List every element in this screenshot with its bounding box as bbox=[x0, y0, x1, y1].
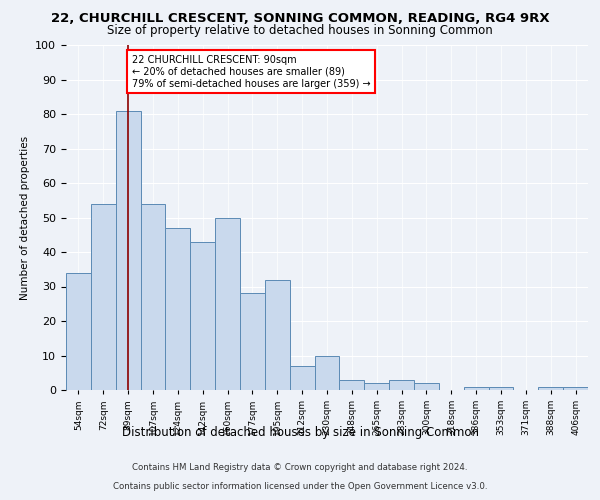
Bar bbox=[340, 380, 364, 390]
Bar bbox=[91, 204, 116, 390]
Bar bbox=[538, 386, 563, 390]
Bar bbox=[464, 386, 488, 390]
Text: Contains public sector information licensed under the Open Government Licence v3: Contains public sector information licen… bbox=[113, 482, 487, 491]
Bar bbox=[215, 218, 240, 390]
Bar bbox=[364, 383, 389, 390]
Bar bbox=[563, 386, 588, 390]
Text: 22, CHURCHILL CRESCENT, SONNING COMMON, READING, RG4 9RX: 22, CHURCHILL CRESCENT, SONNING COMMON, … bbox=[50, 12, 550, 26]
Text: Contains HM Land Registry data © Crown copyright and database right 2024.: Contains HM Land Registry data © Crown c… bbox=[132, 464, 468, 472]
Bar bbox=[166, 228, 190, 390]
Bar bbox=[240, 294, 265, 390]
Bar bbox=[265, 280, 290, 390]
Bar bbox=[314, 356, 340, 390]
Text: Size of property relative to detached houses in Sonning Common: Size of property relative to detached ho… bbox=[107, 24, 493, 37]
Text: Distribution of detached houses by size in Sonning Common: Distribution of detached houses by size … bbox=[121, 426, 479, 439]
Bar bbox=[389, 380, 414, 390]
Bar bbox=[140, 204, 166, 390]
Bar bbox=[290, 366, 314, 390]
Bar bbox=[66, 272, 91, 390]
Bar bbox=[190, 242, 215, 390]
Text: 22 CHURCHILL CRESCENT: 90sqm
← 20% of detached houses are smaller (89)
79% of se: 22 CHURCHILL CRESCENT: 90sqm ← 20% of de… bbox=[132, 56, 370, 88]
Bar bbox=[488, 386, 514, 390]
Bar bbox=[414, 383, 439, 390]
Y-axis label: Number of detached properties: Number of detached properties bbox=[20, 136, 30, 300]
Bar bbox=[116, 110, 140, 390]
